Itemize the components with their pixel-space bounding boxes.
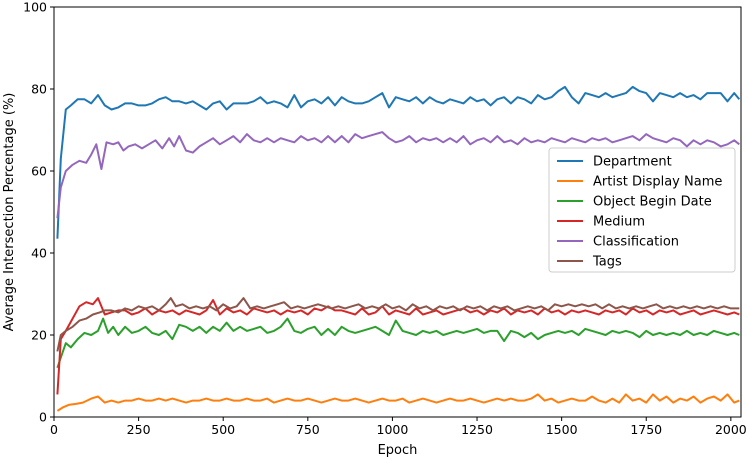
x-tick-label: 250 <box>127 422 151 437</box>
x-tick-label: 750 <box>296 422 320 437</box>
y-tick-label: 0 <box>39 410 47 425</box>
legend-label: Artist Display Name <box>593 175 722 190</box>
legend: Department Artist Display Name Object Begi… <box>548 147 736 273</box>
series-line-object-begin-date <box>56 317 740 369</box>
x-tick-label: 2000 <box>715 422 747 437</box>
x-tick-label: 1750 <box>630 422 662 437</box>
series-line-medium <box>56 297 740 395</box>
y-axis-label: Average Intersection Percentage (%) <box>2 93 17 332</box>
y-axis-ticks: 0 20 40 60 80 100 <box>23 0 54 425</box>
y-tick-label: 40 <box>31 246 47 261</box>
legend-box <box>548 147 736 273</box>
x-tick-label: 1500 <box>546 422 578 437</box>
x-tick-label: 0 <box>50 422 58 437</box>
legend-label: Object Begin Date <box>593 195 712 210</box>
series-lines <box>56 85 741 412</box>
legend-label: Tags <box>592 255 622 270</box>
x-tick-label: 1000 <box>377 422 409 437</box>
series-line-department <box>56 85 741 239</box>
legend-label: Classification <box>593 235 679 250</box>
series-line-artist-display-name <box>56 393 740 412</box>
legend-label: Medium <box>593 215 645 230</box>
y-tick-label: 80 <box>31 82 47 97</box>
x-axis-ticks: 0 250 500 750 1000 1250 1500 1750 2000 <box>50 417 747 437</box>
axes-frame <box>53 6 742 418</box>
y-tick-label: 100 <box>23 0 47 15</box>
series-line-classification <box>56 131 740 219</box>
x-axis-label: Epoch <box>378 443 418 458</box>
x-tick-label: 1250 <box>461 422 493 437</box>
x-tick-label: 500 <box>211 422 235 437</box>
legend-label: Department <box>593 155 672 170</box>
y-tick-label: 20 <box>31 328 47 343</box>
y-tick-label: 60 <box>31 164 47 179</box>
series-line-tags <box>56 297 740 352</box>
